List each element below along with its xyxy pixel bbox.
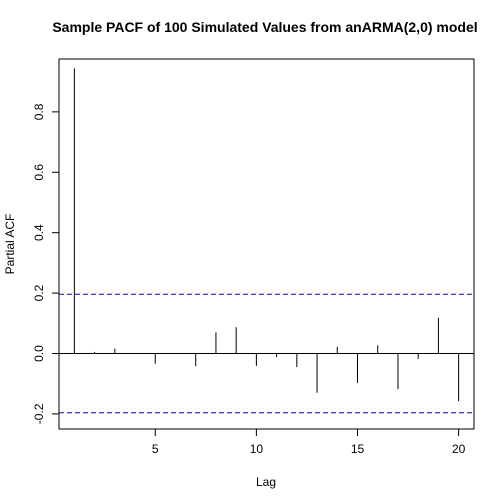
y-tick-label: 0.8: [32, 103, 46, 120]
x-tick-label: 10: [250, 442, 264, 456]
y-tick-label: 0.6: [32, 164, 46, 181]
y-tick-label: 0.2: [32, 284, 46, 301]
x-axis-label: Lag: [256, 475, 276, 489]
y-tick-label: 0.4: [32, 224, 46, 241]
y-tick-label: 0.0: [32, 345, 46, 362]
y-tick-label: -0.2: [32, 403, 46, 424]
chart-title: Sample PACF of 100 Simulated Values from…: [52, 19, 477, 35]
x-tick-label: 15: [351, 442, 365, 456]
plot-area: [59, 68, 474, 412]
x-tick-label: 20: [452, 442, 466, 456]
plot-frame: [59, 59, 474, 429]
x-tick-label: 5: [152, 442, 159, 456]
y-axis: -0.2 0.0 0.2 0.4 0.6 0.8: [32, 103, 59, 424]
y-axis-label: Partial ACF: [3, 214, 17, 275]
x-axis: 5 10 15 20: [152, 429, 466, 456]
